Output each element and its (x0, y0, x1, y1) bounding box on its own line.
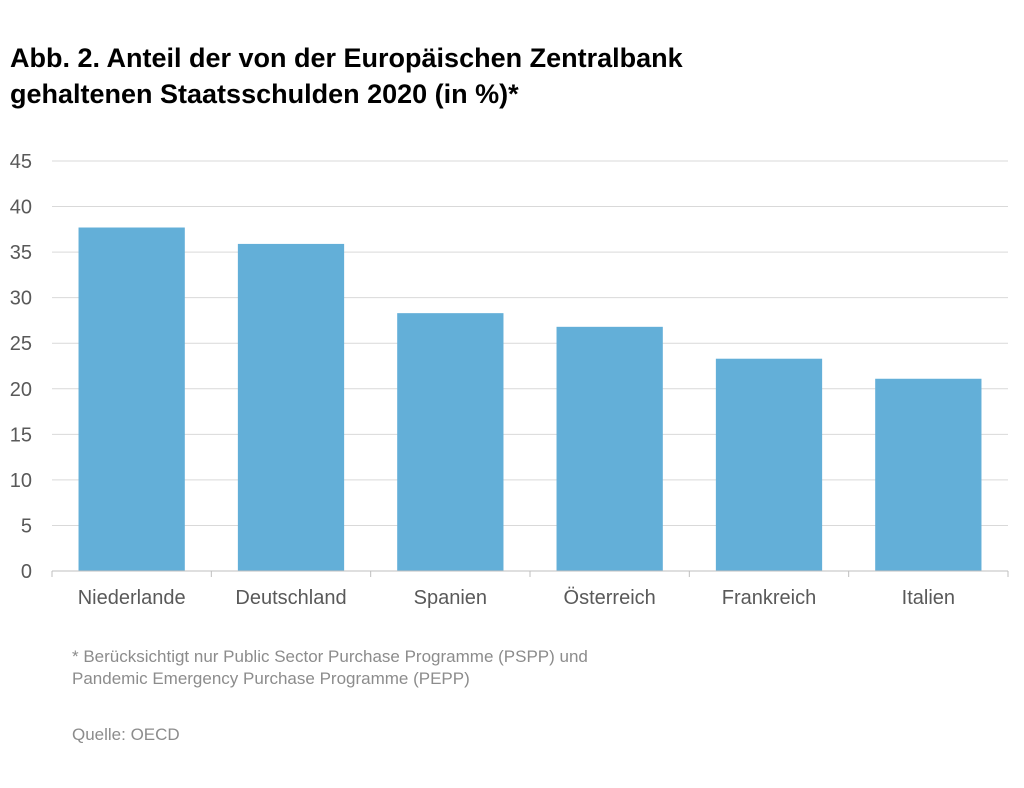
y-tick-label-10: 10 (10, 470, 32, 492)
chart-title: Abb. 2. Anteil der von der Europäischen … (10, 40, 1010, 112)
bar-1 (78, 227, 185, 571)
x-tick-label-3: Spanien (414, 587, 487, 609)
x-tick-label-6: Italien (902, 587, 955, 609)
footnote-line-2: Pandemic Emergency Purchase Programme (P… (72, 669, 470, 688)
y-tick-label-20: 20 (10, 379, 32, 401)
bar-4 (556, 326, 663, 571)
y-axis-tick-labels: 0 5 10 15 20 25 30 35 40 45 (10, 151, 32, 583)
x-tick-label-5: Frankreich (722, 587, 816, 609)
bar-5 (715, 358, 823, 571)
y-tick-label-45: 45 (10, 151, 32, 173)
bar-chart: 0 5 10 15 20 25 30 35 40 45 Niederlande Deutschlan… (10, 151, 1009, 609)
chart-title-line-2: gehaltenen Staatsschulden 2020 (in %)* (10, 79, 519, 109)
bar-3 (397, 313, 504, 571)
footnote: * Berücksichtigt nur Public Sector Purch… (72, 646, 588, 690)
source-note: Quelle: OECD (72, 725, 180, 744)
x-axis (51, 570, 1009, 577)
chart-title-line-1: Abb. 2. Anteil der von der Europäischen … (10, 43, 683, 73)
footnote-line-1: * Berücksichtigt nur Public Sector Purch… (72, 647, 588, 666)
bar-2 (237, 243, 345, 571)
y-tick-label-15: 15 (10, 424, 32, 446)
y-tick-label-40: 40 (10, 197, 32, 219)
bar-6 (875, 378, 982, 571)
x-axis-tick-labels: Niederlande Deutschland Spanien Österreich F… (78, 587, 955, 609)
y-tick-label-0: 0 (21, 561, 32, 583)
y-tick-label-25: 25 (10, 333, 32, 355)
x-tick-label-2: Deutschland (235, 587, 346, 609)
x-tick-label-1: Niederlande (78, 587, 186, 609)
y-tick-label-30: 30 (10, 288, 32, 310)
y-tick-label-35: 35 (10, 242, 32, 264)
gridlines (52, 160, 1008, 526)
y-tick-label-5: 5 (21, 515, 32, 537)
x-tick-label-4: Österreich (564, 587, 656, 609)
bars (78, 227, 982, 571)
